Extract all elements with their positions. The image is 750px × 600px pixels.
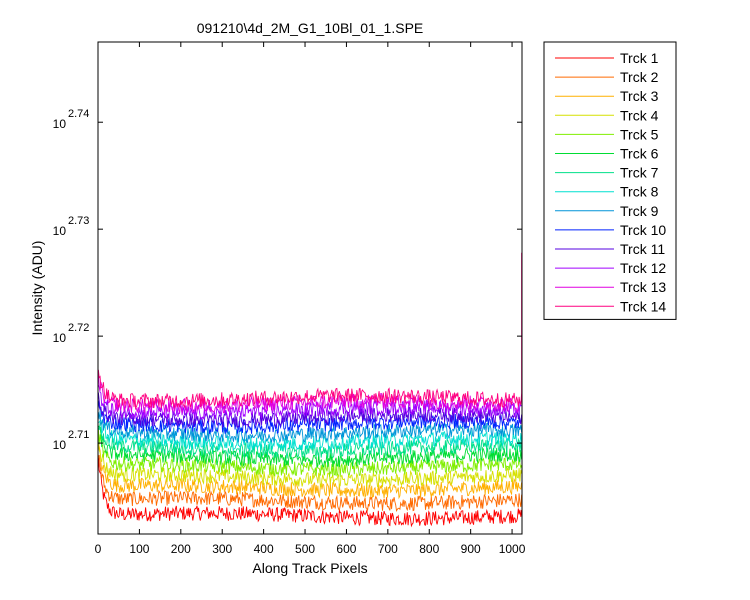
x-tick-label: 900 bbox=[461, 542, 481, 556]
series-line-4 bbox=[97, 444, 523, 489]
x-tick-label: 500 bbox=[295, 542, 315, 556]
legend-label-8: Trck 8 bbox=[620, 184, 659, 200]
x-tick-label: 200 bbox=[171, 542, 191, 556]
series-line-9 bbox=[97, 410, 523, 444]
legend-label-14: Trck 14 bbox=[620, 298, 666, 314]
x-tick-label: 1000 bbox=[499, 542, 526, 556]
x-tick-label: 400 bbox=[254, 542, 274, 556]
legend-label-9: Trck 9 bbox=[620, 203, 659, 219]
legend: Trck 1 Trck 2 Trck 3 Trck 4 Trck 5 Trck 6 Trck… bbox=[543, 41, 677, 320]
x-axis-label: Along Track Pixels bbox=[252, 560, 367, 576]
x-tick-label: 700 bbox=[378, 542, 398, 556]
legend-box bbox=[543, 41, 677, 320]
series-line-7 bbox=[97, 421, 523, 459]
y-tick-label-exponent: 2.74 bbox=[68, 108, 89, 120]
y-axis-label: Intensity (ADU) bbox=[29, 241, 45, 336]
series-line-3 bbox=[97, 442, 523, 500]
series-line-2 bbox=[97, 454, 523, 512]
y-tick-label-base: 10 bbox=[53, 117, 67, 131]
series-line-8 bbox=[98, 419, 523, 452]
x-tick-label: 100 bbox=[129, 542, 149, 556]
y-tick-label-exponent: 2.71 bbox=[68, 429, 89, 441]
legend-label-5: Trck 5 bbox=[620, 126, 659, 142]
x-tick-label: 0 bbox=[95, 542, 102, 556]
legend-label-10: Trck 10 bbox=[620, 222, 666, 238]
series-line-12 bbox=[97, 385, 522, 421]
series-line-13 bbox=[97, 371, 522, 414]
x-tick-label: 800 bbox=[419, 542, 439, 556]
chart-title: 091210\4d_2M_G1_10Bl_01_1.SPE bbox=[197, 20, 424, 36]
axes-layer: 0 100 200 300 400 500 600 700 800 900 1000102.7110… bbox=[53, 41, 526, 556]
legend-label-4: Trck 4 bbox=[620, 107, 659, 123]
legend-label-12: Trck 12 bbox=[620, 260, 666, 276]
legend-label-3: Trck 3 bbox=[620, 88, 659, 104]
series-layer bbox=[97, 252, 523, 528]
y-tick-label-exponent: 2.73 bbox=[68, 215, 89, 227]
axes-box bbox=[97, 41, 523, 535]
legend-label-6: Trck 6 bbox=[620, 146, 659, 162]
x-tick-label: 300 bbox=[212, 542, 232, 556]
legend-label-13: Trck 13 bbox=[620, 279, 666, 295]
y-tick-label-base: 10 bbox=[53, 438, 67, 452]
series-line-14 bbox=[97, 252, 523, 410]
x-tick-label: 600 bbox=[336, 542, 356, 556]
legend-label-11: Trck 11 bbox=[620, 241, 665, 257]
legend-label-1: Trck 1 bbox=[620, 50, 659, 66]
y-tick-label-base: 10 bbox=[53, 224, 67, 238]
legend-label-2: Trck 2 bbox=[620, 69, 659, 85]
series-line-1 bbox=[97, 456, 523, 528]
legend-label-7: Trck 7 bbox=[620, 165, 659, 181]
y-tick-label-base: 10 bbox=[53, 331, 67, 345]
y-tick-label-exponent: 2.72 bbox=[68, 322, 89, 334]
